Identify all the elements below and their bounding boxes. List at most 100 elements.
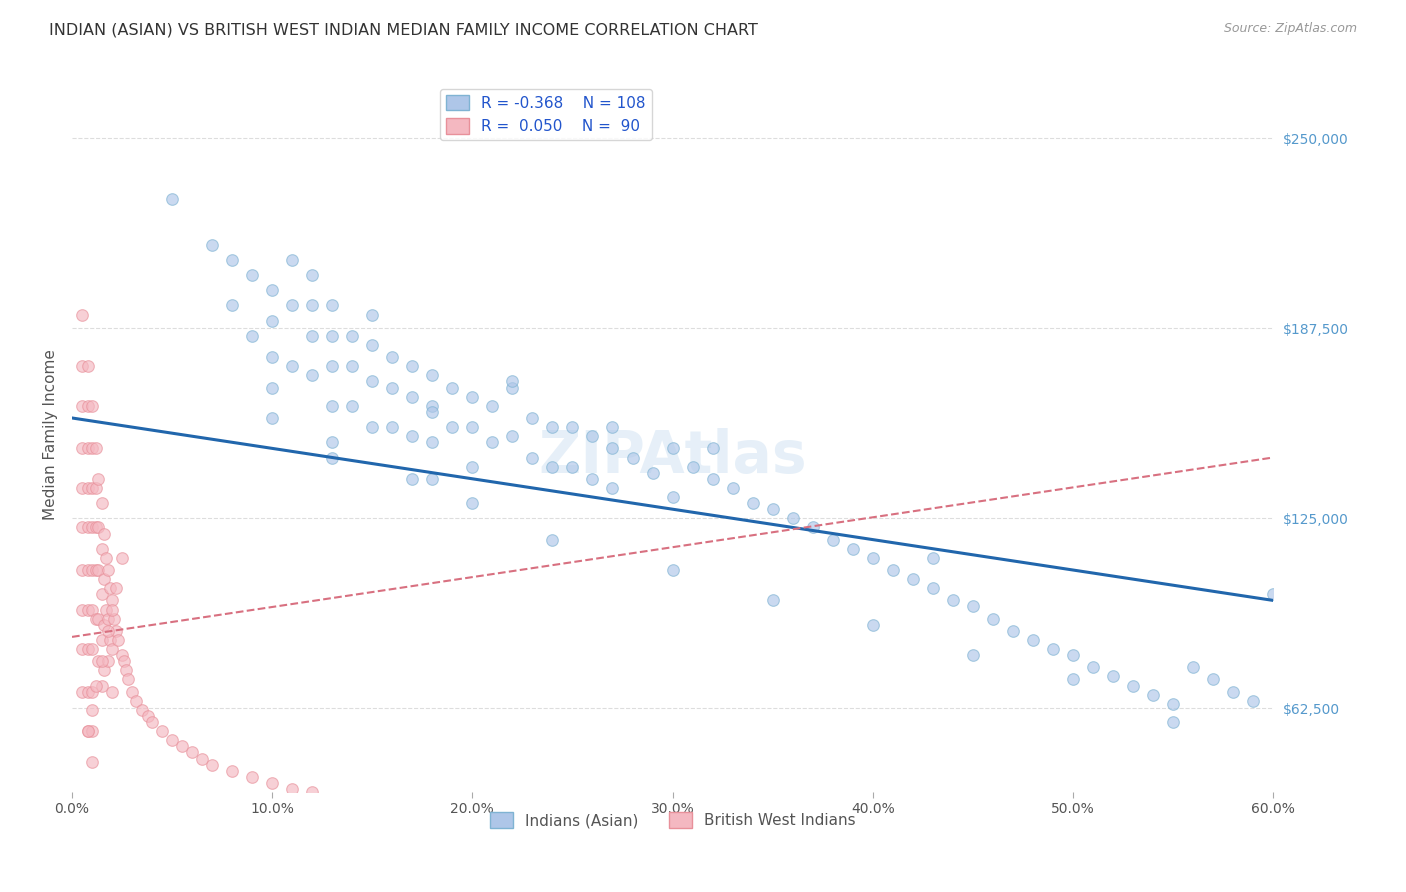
Point [101, 684, 124, 698]
Point [461, 390, 484, 404]
Point [84, 442, 107, 456]
Point [501, 380, 523, 394]
Point [1001, 624, 1024, 638]
Point [702, 472, 724, 486]
Point [741, 496, 763, 510]
Point [93, 526, 115, 541]
Point [70, 308, 93, 322]
Point [921, 581, 943, 595]
Point [1102, 669, 1125, 683]
Point [1122, 679, 1144, 693]
Point [522, 411, 544, 425]
Y-axis label: Median Family Income: Median Family Income [44, 350, 58, 520]
Text: Source: ZipAtlas.com: Source: ZipAtlas.com [1223, 22, 1357, 36]
Point [131, 703, 153, 717]
Point [93, 664, 115, 678]
Point [97, 654, 120, 668]
Point [682, 459, 704, 474]
Point [461, 459, 484, 474]
Point [321, 450, 343, 465]
Point [342, 399, 364, 413]
Point [862, 617, 884, 632]
Point [782, 511, 804, 525]
Point [80, 724, 103, 739]
Point [240, 329, 263, 343]
Point [281, 252, 304, 267]
Point [1161, 714, 1184, 729]
Point [381, 420, 404, 434]
Point [97, 624, 120, 638]
Point [101, 593, 124, 607]
Point [80, 602, 103, 616]
Point [702, 442, 724, 456]
Point [321, 359, 343, 374]
Point [77, 724, 100, 739]
Point [121, 684, 143, 698]
Point [602, 420, 624, 434]
Point [301, 298, 323, 312]
Point [541, 420, 564, 434]
Point [441, 420, 464, 434]
Point [661, 490, 683, 504]
Point [602, 481, 624, 495]
Point [1182, 660, 1205, 674]
Point [87, 612, 110, 626]
Text: ZIPAtlas: ZIPAtlas [538, 427, 807, 484]
Point [561, 420, 583, 434]
Point [70, 481, 93, 495]
Point [1261, 587, 1284, 601]
Point [77, 520, 100, 534]
Point [201, 237, 224, 252]
Point [240, 770, 263, 784]
Point [160, 192, 183, 206]
Point [70, 563, 93, 577]
Text: INDIAN (ASIAN) VS BRITISH WEST INDIAN MEDIAN FAMILY INCOME CORRELATION CHART: INDIAN (ASIAN) VS BRITISH WEST INDIAN ME… [49, 22, 758, 37]
Point [381, 380, 404, 394]
Point [191, 751, 214, 765]
Point [262, 314, 284, 328]
Point [301, 785, 323, 799]
Point [1042, 642, 1064, 657]
Point [321, 298, 343, 312]
Point [1081, 660, 1104, 674]
Point [112, 654, 135, 668]
Point [321, 329, 343, 343]
Point [541, 459, 564, 474]
Point [101, 642, 124, 657]
Point [461, 420, 484, 434]
Point [762, 502, 785, 516]
Point [321, 435, 343, 450]
Point [221, 252, 243, 267]
Point [481, 435, 503, 450]
Point [1062, 673, 1084, 687]
Point [87, 472, 110, 486]
Point [70, 442, 93, 456]
Point [762, 593, 785, 607]
Point [91, 632, 114, 647]
Point [70, 399, 93, 413]
Point [136, 709, 159, 723]
Point [77, 602, 100, 616]
Point [117, 673, 139, 687]
Point [401, 429, 423, 443]
Point [361, 420, 384, 434]
Point [87, 654, 110, 668]
Point [361, 375, 384, 389]
Point [105, 624, 128, 638]
Point [98, 581, 121, 595]
Point [77, 724, 100, 739]
Point [141, 714, 163, 729]
Point [420, 435, 443, 450]
Point [80, 399, 103, 413]
Point [281, 359, 304, 374]
Point [1241, 694, 1264, 708]
Point [301, 368, 323, 383]
Point [581, 472, 603, 486]
Point [91, 496, 114, 510]
Point [221, 298, 243, 312]
Point [150, 724, 173, 739]
Point [87, 563, 110, 577]
Point [80, 703, 103, 717]
Point [420, 405, 443, 419]
Point [661, 442, 683, 456]
